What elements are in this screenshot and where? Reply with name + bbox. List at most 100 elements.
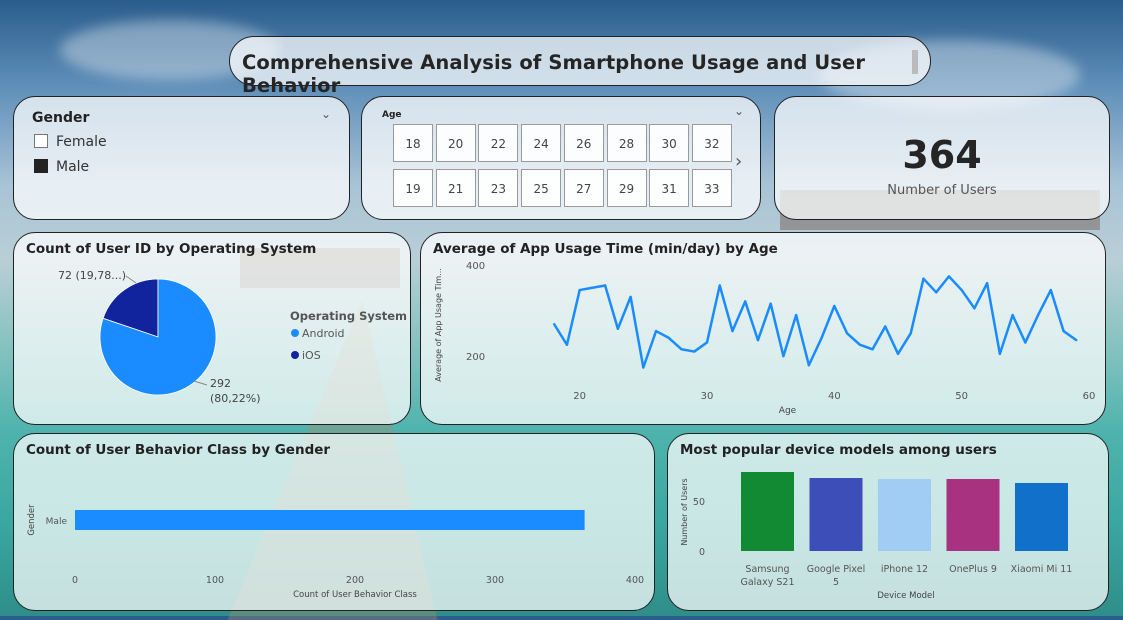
age-option-19[interactable]: 19 (393, 169, 433, 207)
usage-point-age-20[interactable] (578, 288, 581, 292)
gender-slicer: Gender ⌄ Female Male (13, 96, 350, 220)
age-option-18[interactable]: 18 (393, 124, 433, 162)
kpi-value: 364 (902, 133, 982, 177)
usage-point-age-48[interactable] (935, 291, 938, 294)
x-tick-label: Samsung (745, 564, 789, 575)
usage-point-age-22[interactable] (603, 284, 607, 287)
age-option-33[interactable]: 33 (691, 169, 732, 207)
bar-device-2[interactable] (878, 479, 931, 551)
x-tick-label: 60 (1083, 391, 1096, 402)
data-label-leader (193, 380, 208, 386)
usage-point-age-36[interactable] (782, 354, 785, 358)
usage-point-age-50[interactable] (960, 288, 963, 292)
device-bar-chart-panel: Most popular device models among users 0… (667, 433, 1109, 611)
age-option-25[interactable]: 25 (521, 169, 562, 207)
age-slicer: Age ⌄ 18 20 22 24 26 28 30 32 19 21 23 25 27 29 31 33 › (361, 96, 761, 220)
usage-point-age-30[interactable] (705, 341, 709, 344)
checkbox-icon[interactable] (34, 134, 48, 148)
bar-device-4[interactable] (1015, 483, 1068, 551)
usage-series-line[interactable] (553, 275, 1077, 369)
usage-point-age-37[interactable] (794, 313, 798, 317)
usage-point-age-59[interactable] (1075, 338, 1078, 342)
usage-point-age-29[interactable] (693, 350, 696, 353)
bar-device-1[interactable] (809, 478, 863, 551)
bar-male[interactable] (75, 510, 585, 530)
legend-title: Operating System (290, 309, 407, 323)
age-option-29[interactable]: 29 (606, 169, 647, 207)
chevron-right-icon[interactable]: › (735, 151, 743, 172)
x-tick-label: Galaxy S21 (740, 577, 794, 588)
age-option-23[interactable]: 23 (478, 169, 519, 207)
age-option-22[interactable]: 22 (478, 124, 519, 162)
gender-slicer-title: Gender (32, 110, 90, 126)
bar-device-3[interactable] (946, 479, 1000, 551)
usage-point-age-35[interactable] (769, 302, 772, 305)
usage-point-age-33[interactable] (744, 300, 747, 303)
age-option-32[interactable]: 32 (691, 124, 732, 162)
usage-point-age-58[interactable] (1062, 329, 1065, 333)
usage-point-age-41[interactable] (845, 332, 849, 335)
usage-point-age-56[interactable] (1036, 313, 1040, 317)
x-tick-label: 400 (626, 575, 644, 586)
usage-line-chart-panel: Average of App Usage Time (min/day) by A… (420, 232, 1106, 425)
usage-point-age-38[interactable] (807, 364, 811, 367)
age-option-26[interactable]: 26 (563, 124, 604, 162)
age-option-28[interactable]: 28 (606, 124, 647, 162)
usage-point-age-32[interactable] (731, 329, 734, 333)
usage-point-age-18[interactable] (553, 323, 556, 326)
usage-point-age-27[interactable] (667, 336, 670, 340)
usage-point-age-54[interactable] (1011, 313, 1014, 317)
x-tick-label: Google Pixel (807, 564, 866, 575)
usage-point-age-39[interactable] (820, 336, 823, 340)
age-option-30[interactable]: 30 (649, 124, 690, 162)
bar-device-0[interactable] (741, 472, 794, 551)
usage-point-age-28[interactable] (680, 348, 683, 351)
chart-title: Average of App Usage Time (min/day) by A… (433, 241, 778, 257)
usage-point-age-57[interactable] (1049, 288, 1052, 292)
usage-point-age-46[interactable] (909, 332, 912, 335)
pie-slice-android[interactable] (99, 278, 217, 396)
usage-point-age-34[interactable] (756, 338, 760, 342)
chevron-down-icon[interactable]: ⌄ (320, 107, 331, 121)
checkbox-checked-icon[interactable] (34, 159, 48, 173)
usage-point-age-51[interactable] (973, 307, 976, 310)
age-option-21[interactable]: 21 (435, 169, 476, 207)
legend-item-android[interactable]: Android (302, 327, 345, 340)
usage-point-age-40[interactable] (833, 304, 836, 308)
usage-point-age-45[interactable] (896, 352, 900, 356)
pie-slice-ios[interactable] (102, 278, 159, 338)
chart-title: Count of User ID by Operating System (26, 241, 317, 257)
usage-point-age-26[interactable] (654, 329, 658, 333)
x-tick-label: 5 (833, 577, 839, 588)
usage-point-age-47[interactable] (922, 277, 925, 280)
usage-point-age-21[interactable] (591, 286, 594, 289)
gender-option-male[interactable]: Male (34, 159, 89, 175)
legend-marker (291, 329, 299, 337)
age-option-20[interactable]: 20 (435, 124, 476, 162)
usage-point-age-43[interactable] (871, 348, 874, 351)
usage-point-age-31[interactable] (718, 284, 721, 287)
gender-option-female[interactable]: Female (34, 134, 107, 150)
legend-marker (291, 351, 299, 359)
usage-point-age-52[interactable] (985, 282, 989, 285)
age-option-27[interactable]: 27 (563, 169, 604, 207)
chevron-down-icon[interactable]: ⌄ (733, 104, 744, 118)
legend-item-ios[interactable]: iOS (302, 349, 321, 362)
age-slicer-title: Age (382, 110, 402, 120)
behavior-bar-chart-panel: Count of User Behavior Class by Gender M… (13, 433, 655, 611)
usage-point-age-19[interactable] (565, 343, 569, 346)
usage-point-age-25[interactable] (642, 366, 645, 369)
age-option-24[interactable]: 24 (521, 124, 562, 162)
usage-point-age-49[interactable] (947, 275, 951, 278)
usage-point-age-23[interactable] (616, 327, 620, 330)
usage-point-age-24[interactable] (629, 295, 632, 299)
usage-point-age-44[interactable] (884, 325, 887, 328)
data-label-ios: 72 (19,78...) (58, 269, 126, 282)
usage-point-age-42[interactable] (858, 343, 861, 346)
gender-option-label: Male (56, 159, 90, 175)
age-option-31[interactable]: 31 (649, 169, 690, 207)
usage-point-age-53[interactable] (998, 352, 1002, 356)
x-tick-label: 40 (828, 391, 841, 402)
usage-point-age-55[interactable] (1024, 341, 1027, 344)
x-tick-label: iPhone 12 (881, 564, 928, 575)
